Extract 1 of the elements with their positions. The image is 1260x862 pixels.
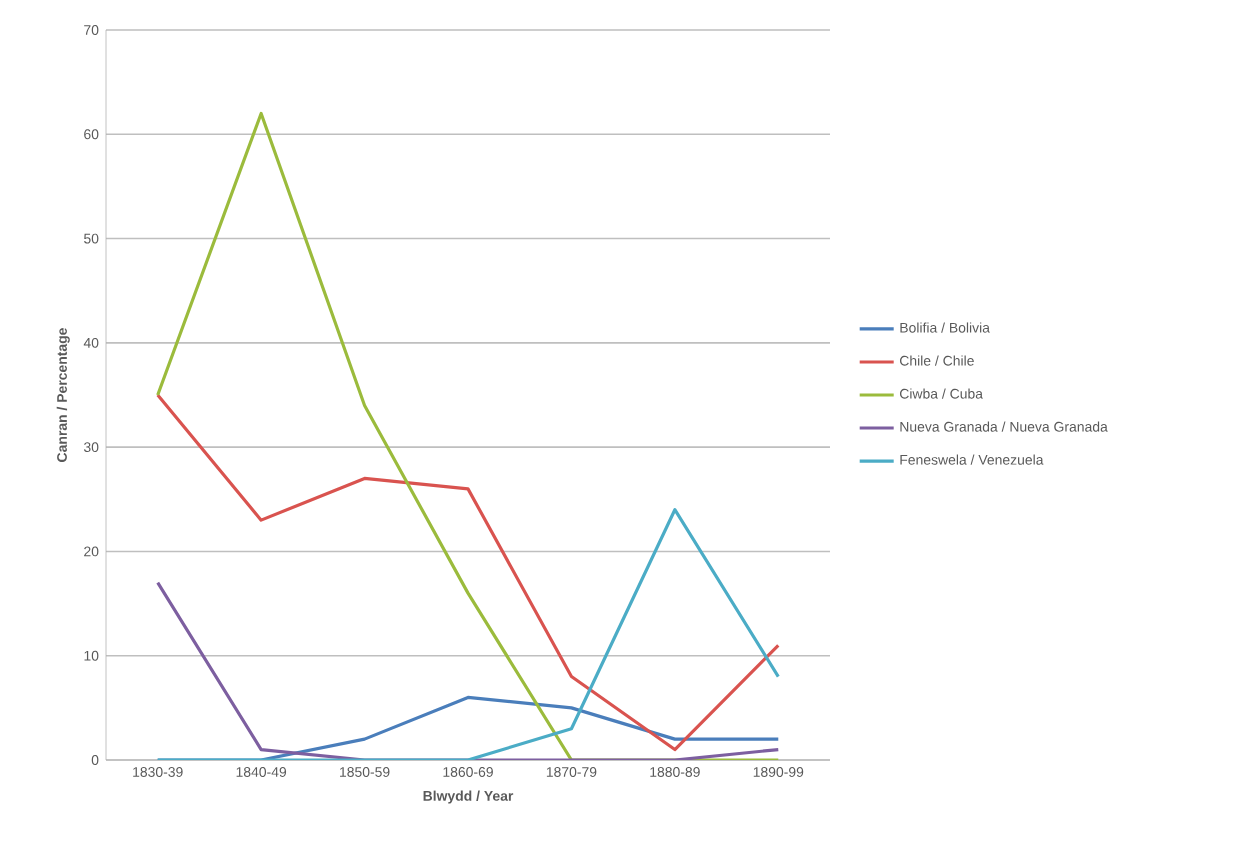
line-series xyxy=(156,393,780,752)
